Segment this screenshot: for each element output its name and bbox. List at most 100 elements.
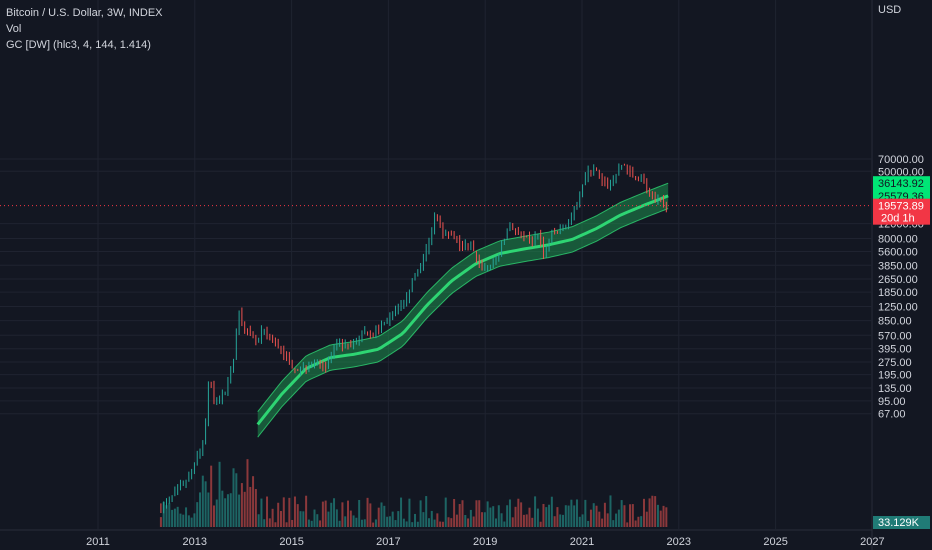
- volume-bar: [651, 495, 654, 527]
- volume-bar: [394, 520, 397, 527]
- volume-bar: [266, 496, 269, 527]
- volume-bar: [458, 504, 461, 527]
- volume-bar: [659, 510, 662, 527]
- volume-bar: [307, 519, 310, 527]
- volume-bar: [232, 468, 235, 527]
- price-tick-label: 50000.00: [878, 166, 924, 178]
- price-tick-label: 8000.00: [878, 233, 918, 245]
- price-tick-label: 850.00: [878, 316, 912, 328]
- volume-bar: [665, 507, 668, 527]
- volume-bar: [542, 503, 545, 527]
- volume-bar: [461, 500, 464, 527]
- volume-bar: [372, 522, 375, 527]
- volume-bar: [592, 503, 595, 527]
- price-tick-label: 70000.00: [878, 154, 924, 166]
- volume-bar: [296, 504, 299, 527]
- volume-bar: [165, 505, 168, 527]
- symbol-title[interactable]: Bitcoin / U.S. Dollar, 3W, INDEX: [6, 7, 163, 19]
- time-tick-label: 2023: [667, 536, 691, 548]
- currency-label: USD: [878, 4, 902, 16]
- volume-bar: [268, 518, 271, 527]
- volume-bar: [603, 502, 606, 527]
- volume-bar: [249, 486, 252, 527]
- volume-bar: [277, 502, 280, 527]
- volume-bar: [620, 500, 623, 527]
- time-tick-label: 2011: [86, 536, 110, 548]
- price-tick-label: 570.00: [878, 330, 912, 342]
- volume-bar: [360, 519, 363, 527]
- volume-bar: [534, 496, 537, 527]
- channel-fill: [257, 183, 669, 438]
- time-tick-label: 2021: [570, 536, 594, 548]
- chart-legend: Bitcoin / U.S. Dollar, 3W, INDEX Vol GC …: [6, 5, 163, 53]
- volume-bar: [257, 514, 260, 527]
- volume-bar: [333, 498, 336, 527]
- volume-bar: [279, 510, 282, 527]
- volume-bar: [291, 519, 294, 527]
- volume-bar: [581, 514, 584, 527]
- volume-bar: [190, 517, 193, 527]
- volume-bar: [324, 500, 327, 527]
- volume-bar: [411, 522, 414, 527]
- volume-bar: [486, 501, 489, 527]
- volume-bar: [416, 521, 419, 527]
- volume-bars: [159, 459, 668, 527]
- volume-bar: [299, 511, 302, 527]
- volume-bar: [494, 518, 497, 527]
- volume-bar: [489, 507, 492, 527]
- volume-bar: [447, 517, 450, 527]
- volume-bar: [522, 514, 525, 527]
- volume-bar: [252, 476, 255, 527]
- volume-bar: [556, 507, 559, 527]
- price-tick-label: 3850.00: [878, 260, 918, 272]
- volume-bar: [201, 475, 204, 527]
- volume-bar: [313, 509, 316, 527]
- volume-bar: [455, 514, 458, 527]
- volume-bar: [327, 511, 330, 527]
- volume-bar: [562, 514, 565, 527]
- volume-bar: [492, 506, 495, 527]
- volume-bar: [427, 518, 430, 527]
- volume-bar: [218, 461, 221, 527]
- volume-bar: [310, 520, 313, 527]
- volume-bar: [553, 516, 556, 527]
- volume-bar: [260, 498, 263, 527]
- volume-bar: [238, 494, 241, 527]
- volume-bar: [235, 473, 238, 527]
- volume-bar: [215, 499, 218, 527]
- volume-bar: [377, 507, 380, 527]
- volume-bar: [564, 505, 567, 527]
- volume-bar: [199, 492, 202, 527]
- volume-bar: [162, 501, 165, 527]
- volume-bar: [341, 502, 344, 527]
- volume-bar: [185, 507, 188, 527]
- time-axis[interactable]: 2011 2013 2015 2017 2019 2021 2023 2025 2027: [86, 536, 884, 548]
- volume-bar: [645, 511, 648, 527]
- time-tick-label: 2025: [763, 536, 787, 548]
- upper-band-tag-bg: [873, 176, 930, 191]
- volume-bar: [305, 495, 308, 527]
- volume-bar: [226, 494, 229, 527]
- volume-bar: [159, 517, 162, 527]
- volume-bar: [380, 502, 383, 527]
- volume-bar: [210, 465, 213, 527]
- volume-bar: [654, 496, 657, 527]
- volume-bar: [274, 522, 277, 527]
- volume-bar: [344, 516, 347, 527]
- volume-bar: [207, 492, 210, 527]
- indicator-legend[interactable]: GC [DW] (hlc3, 4, 144, 1.414): [6, 39, 151, 51]
- volume-bar: [450, 518, 453, 527]
- volume-bar: [601, 518, 604, 527]
- volume-bar: [433, 519, 436, 527]
- volume-bar: [374, 519, 377, 527]
- channel-upper-line: [257, 182, 669, 413]
- volume-bar: [187, 515, 190, 527]
- volume-bar: [626, 522, 629, 527]
- volume-bar: [497, 505, 500, 527]
- volume-bar: [179, 513, 182, 527]
- price-tick-label: 195.00: [878, 370, 912, 382]
- time-tick-label: 2019: [473, 536, 497, 548]
- time-tick-label: 2015: [279, 536, 303, 548]
- volume-legend[interactable]: Vol: [6, 23, 22, 35]
